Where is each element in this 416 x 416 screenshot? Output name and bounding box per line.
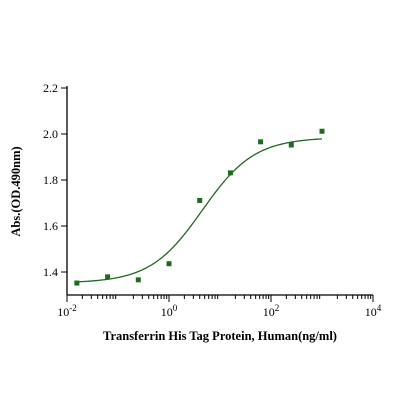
fit-curve — [76, 138, 323, 283]
data-point-5 — [227, 170, 233, 176]
y-tick-label-2.0: 2.0 — [43, 127, 58, 141]
x-tick-label-2: 102 — [263, 303, 280, 319]
data-point-1 — [105, 274, 111, 280]
data-point-6 — [258, 139, 264, 145]
y-axis-title: Abs.(OD.490nm) — [9, 146, 23, 236]
data-points — [74, 128, 325, 286]
y-tick-label-2.2: 2.2 — [43, 81, 58, 95]
y-tick-label-1.8: 1.8 — [43, 173, 58, 187]
ticks: 1.4 1.6 1.8 2.0 2.2 10-2 100 102 104 — [43, 81, 382, 319]
x-tick-label-0: 100 — [161, 303, 178, 319]
x-tick-label-4: 104 — [365, 303, 382, 319]
data-point-7 — [288, 142, 294, 148]
x-axis-title: Transferrin His Tag Protein, Human(ng/ml… — [103, 329, 337, 343]
data-point-0 — [74, 280, 80, 286]
y-tick-label-1.4: 1.4 — [43, 265, 58, 279]
fit-curve-layer — [76, 138, 323, 283]
y-tick-label-1.6: 1.6 — [43, 219, 58, 233]
data-point-2 — [135, 277, 141, 283]
data-point-4 — [197, 197, 203, 203]
axes — [66, 86, 373, 296]
x-tick-label--2: 10-2 — [57, 303, 77, 319]
data-point-3 — [166, 261, 172, 267]
data-point-8 — [319, 128, 325, 134]
